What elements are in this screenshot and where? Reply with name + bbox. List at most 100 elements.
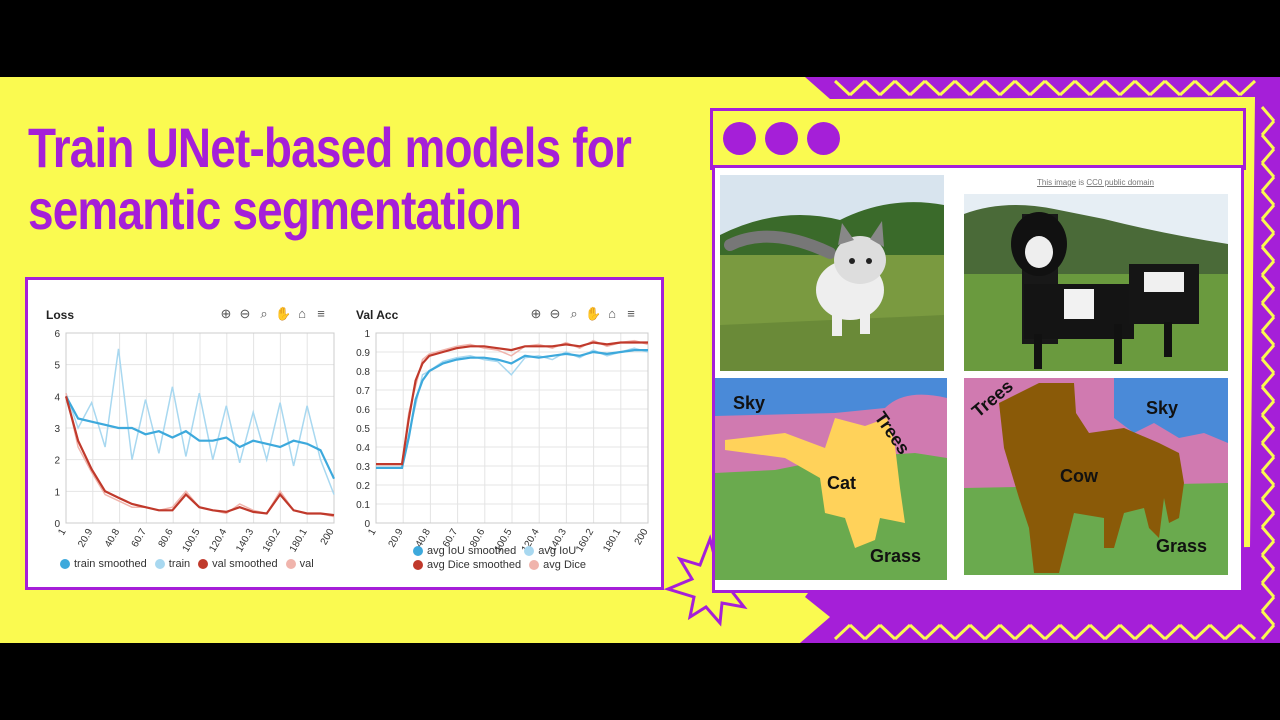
- x-tick-label: 20.9: [76, 527, 95, 550]
- browser-window-bar: [710, 108, 1246, 170]
- legend-item[interactable]: val smoothed: [198, 558, 278, 570]
- y-tick-label: 1: [364, 329, 370, 340]
- cow-photo: [964, 194, 1228, 371]
- sky-label: Sky: [733, 393, 766, 413]
- headline: Train UNet-based models for semantic seg…: [28, 116, 632, 241]
- val-acc-chart-plot: 00.10.20.30.40.50.60.70.80.911 20.9 40.8 60…: [356, 329, 651, 554]
- cow-segmentation-mask: Trees Sky Cow Grass: [964, 378, 1228, 575]
- y-tick-label: 1: [54, 487, 60, 498]
- x-tick-label: 100.5: [181, 527, 203, 555]
- legend-item[interactable]: avg IoU: [524, 545, 576, 557]
- window-dot-icon: [723, 122, 756, 155]
- training-charts-panel: Loss ⊕ ⊖ ⌕ ✋ ⌂ ≡ 0 1 2 3 4 5 6 1 20.9 40.8 60.7 80.…: [25, 277, 664, 590]
- legend-label: avg IoU: [538, 545, 577, 557]
- y-tick-label: 3: [54, 424, 60, 435]
- x-tick-label: 1: [56, 527, 69, 538]
- series-line: [64, 396, 335, 517]
- x-tick-label: 160.2: [261, 527, 283, 555]
- legend-label: avg Dice smoothed: [427, 559, 522, 571]
- plot-border: [375, 332, 649, 524]
- y-tick-label: 6: [54, 329, 60, 340]
- y-tick-label: 0: [364, 519, 370, 530]
- x-tick-label: 40.8: [103, 527, 122, 550]
- headline-line-2: semantic segmentation: [28, 178, 522, 241]
- loss-legend: train smoothed train val smoothed val: [60, 558, 322, 572]
- legend-label: val: [299, 558, 314, 570]
- menu-icon[interactable]: ≡: [627, 306, 635, 321]
- x-tick-label: 140.3: [234, 527, 256, 555]
- val-acc-chart: Val Acc ⊕ ⊖ ⌕ ✋ ⌂ ≡ 0 0.1 0.2 0.3 0.4 0.5 0.6 0…: [338, 288, 658, 583]
- x-tick-label: 20.9: [387, 527, 406, 550]
- credit-middle: is: [1076, 178, 1087, 187]
- cat-segmentation-illustration: [715, 378, 947, 580]
- grass-label: Grass: [1156, 536, 1208, 556]
- x-tick-label: 200: [633, 527, 651, 547]
- x-tick-label: 60.7: [130, 527, 149, 550]
- home-icon[interactable]: ⌂: [608, 306, 616, 321]
- val-acc-legend: avg IoU smoothed avg IoU avg Dice smoothe…: [413, 545, 613, 573]
- zoom-selection-icon[interactable]: ⌕: [260, 306, 268, 321]
- x-tick-label: 180.1: [288, 527, 310, 555]
- y-tick-label: 0.4: [356, 443, 370, 454]
- segmentation-example-panel: This image is CC0 public domain: [712, 165, 1244, 593]
- legend-label: train: [168, 558, 191, 570]
- sky-label: Sky: [1146, 398, 1179, 418]
- legend-item[interactable]: avg IoU smoothed: [413, 545, 516, 557]
- legend-label: val smoothed: [212, 558, 278, 570]
- loss-chart: Loss ⊕ ⊖ ⌕ ✋ ⌂ ≡ 0 1 2 3 4 5 6 1 20.9 40.8 60.7 80.…: [28, 288, 340, 583]
- legend-item[interactable]: val: [285, 558, 314, 570]
- cat-photo-illustration: [720, 175, 944, 371]
- home-icon[interactable]: ⌂: [298, 306, 306, 321]
- y-tick-label: 5: [54, 361, 60, 372]
- series-line: [65, 348, 335, 495]
- x-tick-label: 80.6: [157, 527, 176, 550]
- loss-chart-toolbar: ⊕ ⊖ ⌕ ✋ ⌂ ≡: [218, 306, 329, 322]
- zoom-in-icon[interactable]: ⊕: [530, 306, 542, 321]
- y-tick-label: 0.2: [356, 481, 370, 492]
- series-line: [376, 341, 648, 466]
- cat-label: Cat: [827, 473, 857, 493]
- image-credit: This image is CC0 public domain: [1037, 178, 1154, 187]
- pan-hand-icon[interactable]: ✋: [275, 306, 292, 321]
- headline-line-1: Train UNet-based models for: [28, 116, 632, 179]
- y-tick-label: 0.6: [356, 405, 370, 416]
- cow-label: Cow: [1060, 466, 1098, 486]
- zoom-in-icon[interactable]: ⊕: [220, 306, 232, 321]
- plot-border: [65, 332, 335, 524]
- y-tick-label: 0.5: [356, 424, 370, 435]
- credit-prefix[interactable]: This image: [1037, 178, 1077, 187]
- y-tick-label: 2: [54, 456, 60, 467]
- cow-segmentation-illustration: [964, 378, 1228, 575]
- y-tick-label: 0.7: [356, 386, 370, 397]
- zoom-selection-icon[interactable]: ⌕: [570, 306, 578, 321]
- x-tick-label: 200: [319, 527, 337, 547]
- window-dot-icon: [765, 122, 798, 155]
- legend-item[interactable]: avg Dice smoothed: [413, 559, 521, 571]
- val-acc-chart-toolbar: ⊕ ⊖ ⌕ ✋ ⌂ ≡: [528, 306, 639, 322]
- y-tick-label: 0.8: [356, 367, 370, 378]
- val-acc-chart-title: Val Acc: [356, 308, 399, 322]
- legend-label: train smoothed: [74, 558, 147, 570]
- cow-photo-illustration: [964, 194, 1228, 371]
- legend-item[interactable]: train: [154, 558, 191, 570]
- zoom-out-icon[interactable]: ⊖: [549, 306, 561, 321]
- cat-segmentation-mask: Sky Trees Cat Grass: [715, 378, 947, 580]
- cat-photo: [720, 175, 944, 371]
- zoom-out-icon[interactable]: ⊖: [239, 306, 251, 321]
- y-tick-label: 0.9: [356, 348, 370, 359]
- thumbnail-stage: Train UNet-based models for semantic seg…: [0, 77, 1280, 643]
- pan-hand-icon[interactable]: ✋: [585, 306, 602, 321]
- series-line: [65, 395, 335, 480]
- grass-label: Grass: [870, 546, 922, 566]
- y-tick-label: 4: [54, 392, 60, 403]
- menu-icon[interactable]: ≡: [317, 306, 325, 321]
- credit-link[interactable]: CC0 public domain: [1086, 178, 1154, 187]
- window-dot-icon: [807, 122, 840, 155]
- legend-label: avg Dice: [543, 559, 586, 571]
- x-tick-label: 1: [366, 527, 379, 538]
- legend-item[interactable]: avg Dice: [529, 559, 586, 571]
- x-tick-label: 120.4: [207, 527, 229, 555]
- legend-label: avg IoU smoothed: [427, 545, 517, 557]
- legend-item[interactable]: train smoothed: [60, 558, 147, 570]
